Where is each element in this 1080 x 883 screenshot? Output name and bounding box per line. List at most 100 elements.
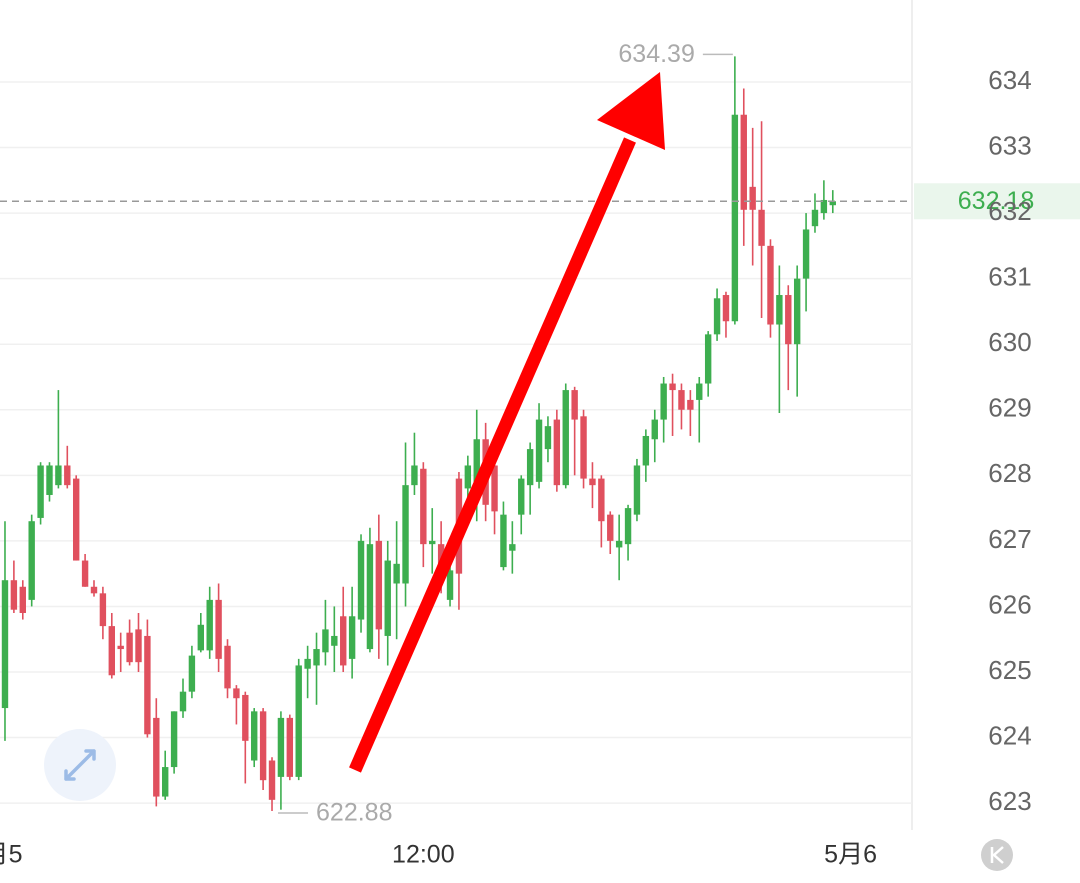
k-button-bg <box>981 839 1013 871</box>
candle-body <box>233 688 240 699</box>
x-tick-label: 12:00 <box>392 841 455 869</box>
candle-body <box>81 560 89 587</box>
candle-body <box>633 465 641 515</box>
candle-body <box>696 383 703 400</box>
y-tick-label: 629 <box>988 393 1031 423</box>
trend-arrow <box>349 72 665 773</box>
candle-body <box>135 629 142 663</box>
candle-body <box>713 298 721 335</box>
candle-body <box>375 540 383 630</box>
candle-body <box>259 711 267 781</box>
candle-body <box>153 717 160 797</box>
candle-body <box>295 665 302 777</box>
candle-body <box>197 624 205 651</box>
candle-body <box>126 632 133 663</box>
candle-body <box>72 478 80 561</box>
candle-body <box>571 390 578 420</box>
candle-body <box>304 658 311 669</box>
y-tick-label: 623 <box>988 786 1031 816</box>
candle-body <box>411 465 418 486</box>
candle-body <box>731 114 739 322</box>
candle-body <box>90 586 98 594</box>
y-tick-label: 631 <box>988 262 1031 292</box>
candle-body <box>509 544 516 551</box>
candle-body <box>722 295 730 322</box>
candle-body <box>331 635 338 646</box>
candle-body <box>99 593 107 627</box>
candle-body <box>242 694 249 741</box>
candle-body <box>624 508 632 545</box>
candle-body <box>357 540 365 620</box>
max-label: 634.39 <box>618 40 694 68</box>
y-tick-label: 632 <box>988 196 1031 226</box>
candle-body <box>348 616 356 659</box>
candle-body <box>651 419 658 440</box>
x-tick-label: 5月5 <box>0 841 22 869</box>
candle-body <box>437 544 445 564</box>
candle-body <box>215 599 222 659</box>
candle-body <box>420 468 427 545</box>
candle-body <box>642 435 650 466</box>
arrow-shaft <box>349 137 636 773</box>
candle-body <box>687 399 694 410</box>
y-tick-label: 634 <box>988 65 1031 95</box>
candle-body <box>464 465 472 489</box>
candle-body <box>598 478 605 522</box>
candle-body <box>580 416 587 479</box>
candle-body <box>55 465 62 486</box>
candle-body <box>820 199 828 214</box>
candle-body <box>277 717 285 777</box>
candle-body <box>500 514 507 568</box>
candle-body <box>286 717 294 777</box>
candle-body <box>224 645 231 689</box>
candle-body <box>384 560 391 636</box>
candle-body <box>811 209 819 227</box>
candle-body <box>28 521 35 600</box>
candle-body <box>117 645 124 650</box>
candle-body <box>313 649 320 666</box>
arrow-head <box>597 72 665 150</box>
candle-body <box>268 760 276 800</box>
candle-body <box>615 540 623 548</box>
candle-body <box>179 691 187 712</box>
y-tick-label: 624 <box>988 720 1031 750</box>
candle-body <box>402 485 409 584</box>
candle-body <box>188 655 196 692</box>
y-tick-label: 626 <box>988 589 1031 619</box>
candle-body <box>678 390 685 410</box>
candle-body <box>144 635 151 735</box>
expand-button[interactable] <box>44 729 116 801</box>
expand-icon <box>64 749 96 781</box>
candle-body <box>553 419 561 486</box>
min-label: 622.88 <box>316 799 392 827</box>
candle-body <box>170 711 178 768</box>
k-button[interactable] <box>981 839 1013 871</box>
candle-body <box>740 114 747 210</box>
candle-body <box>1 580 9 709</box>
candle-body <box>10 580 18 610</box>
overlay: 634.39 622.88 632.18 <box>0 40 1080 827</box>
candle-body <box>589 478 596 486</box>
candle-body <box>607 514 614 541</box>
candle-body <box>767 245 774 325</box>
x-tick-label: 5月6 <box>824 841 877 869</box>
candle-body <box>669 383 676 391</box>
candle-body <box>802 229 810 279</box>
candle-body <box>19 586 26 613</box>
candle-body <box>785 295 792 345</box>
candle-body <box>322 629 329 653</box>
k-icon <box>990 846 1004 864</box>
last-price-tag <box>914 183 1080 220</box>
candle-body <box>562 390 569 486</box>
y-tick-label: 633 <box>988 130 1031 160</box>
candle-body <box>251 711 258 761</box>
candle-body <box>749 186 756 210</box>
candle-body <box>518 478 525 515</box>
candle-body <box>366 544 374 650</box>
candle-body <box>162 767 169 797</box>
candle-body <box>704 334 712 384</box>
candles <box>1 56 836 811</box>
y-tick-label: 630 <box>988 327 1031 357</box>
